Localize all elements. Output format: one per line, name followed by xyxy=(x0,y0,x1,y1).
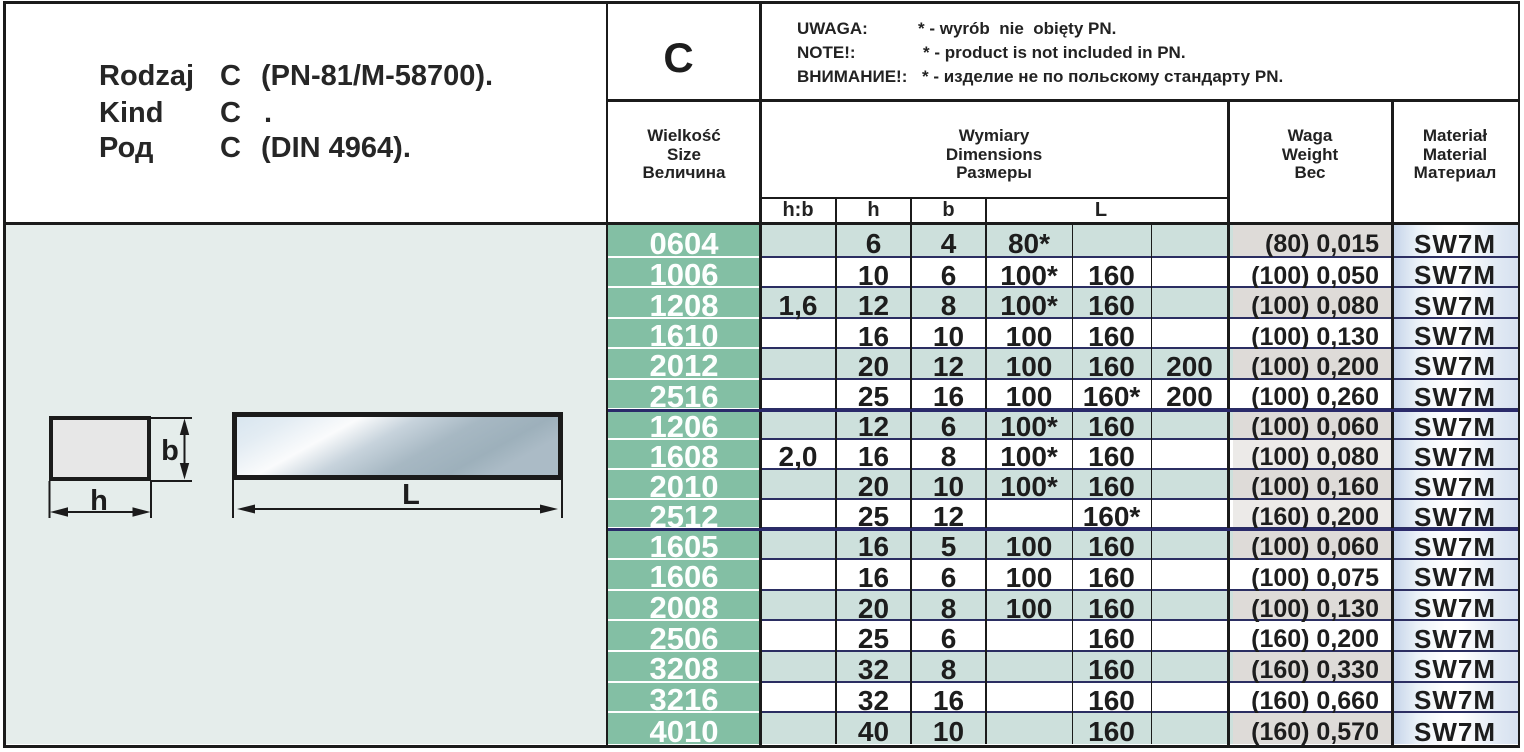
svg-text:h: h xyxy=(90,485,108,517)
svg-text:b: b xyxy=(161,435,179,467)
svg-text:L: L xyxy=(402,479,420,511)
